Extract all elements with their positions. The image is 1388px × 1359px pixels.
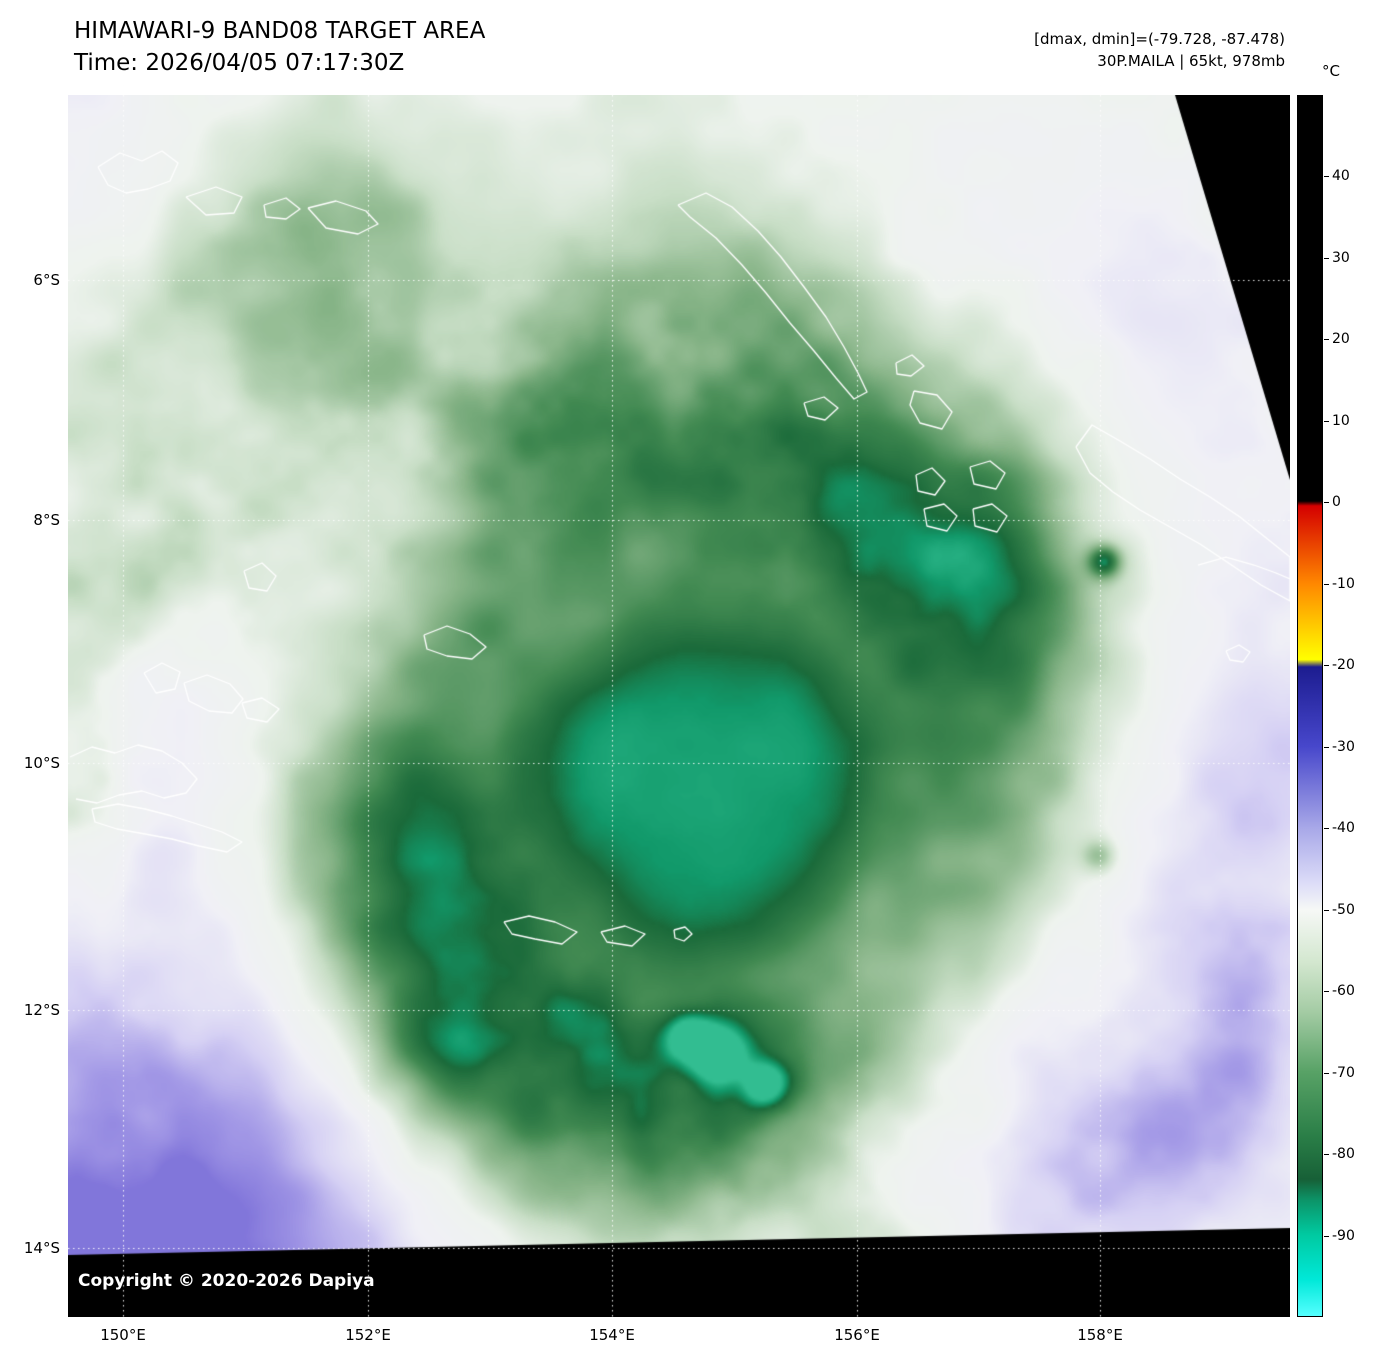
colorbar-tick-label: 10 <box>1332 412 1350 429</box>
colorbar-tick-label: -10 <box>1332 575 1355 592</box>
lon-tick-label: 150°E <box>100 1326 146 1344</box>
colorbar-tick-label: 0 <box>1332 494 1341 511</box>
storm-info-annotation: 30P.MAILA | 65kt, 978mb <box>1097 52 1285 70</box>
lat-tick-label: 8°S <box>33 511 60 529</box>
colorbar-tick-label: 40 <box>1332 168 1350 185</box>
colorbar-tick-label: -90 <box>1332 1227 1355 1244</box>
colorbar-tick-mark <box>1324 909 1329 911</box>
dmax-dmin-annotation: [dmax, dmin]=(-79.728, -87.478) <box>1034 30 1285 48</box>
colorbar <box>1297 95 1323 1317</box>
colorbar-tick-mark <box>1324 1154 1329 1156</box>
colorbar-unit-label: °C <box>1322 62 1340 80</box>
colorbar-tick-label: 30 <box>1332 249 1350 266</box>
lat-tick-label: 14°S <box>23 1239 60 1257</box>
colorbar-tick-mark <box>1324 502 1329 504</box>
colorbar-tick-mark <box>1324 828 1329 830</box>
colorbar-tick-mark <box>1324 257 1329 259</box>
colorbar-tick-mark <box>1324 339 1329 341</box>
lat-tick-label: 12°S <box>23 1001 60 1019</box>
colorbar-tick-label: -20 <box>1332 657 1355 674</box>
lat-tick-label: 6°S <box>33 271 60 289</box>
map-area: Copyright © 2020-2026 Dapiya <box>68 95 1290 1317</box>
colorbar-tick-mark <box>1324 746 1329 748</box>
colorbar-tick-label: -80 <box>1332 1146 1355 1163</box>
colorbar-tick-label: -70 <box>1332 1064 1355 1081</box>
colorbar-tick-label: -60 <box>1332 983 1355 1000</box>
colorbar-tick-label: 20 <box>1332 331 1350 348</box>
colorbar-tick-label: -40 <box>1332 820 1355 837</box>
lat-tick-label: 10°S <box>23 754 60 772</box>
colorbar-tick-mark <box>1324 665 1329 667</box>
colorbar-tick-mark <box>1324 991 1329 993</box>
colorbar-tick-label: -50 <box>1332 901 1355 918</box>
colorbar-tick-mark <box>1324 420 1329 422</box>
lon-tick-label: 154°E <box>589 1326 635 1344</box>
lon-tick-label: 152°E <box>345 1326 391 1344</box>
colorbar-tick-mark <box>1324 1235 1329 1237</box>
lon-tick-label: 156°E <box>834 1326 880 1344</box>
colorbar-tick-label: -30 <box>1332 738 1355 755</box>
lon-tick-label: 158°E <box>1077 1326 1123 1344</box>
product-time: Time: 2026/04/05 07:17:30Z <box>74 50 405 76</box>
colorbar-tick-mark <box>1324 176 1329 178</box>
colorbar-tick-mark <box>1324 1072 1329 1074</box>
copyright-label: Copyright © 2020-2026 Dapiya <box>78 1271 375 1291</box>
satellite-canvas <box>68 95 1290 1317</box>
colorbar-tick-mark <box>1324 583 1329 585</box>
product-title: HIMAWARI-9 BAND08 TARGET AREA <box>74 18 486 44</box>
